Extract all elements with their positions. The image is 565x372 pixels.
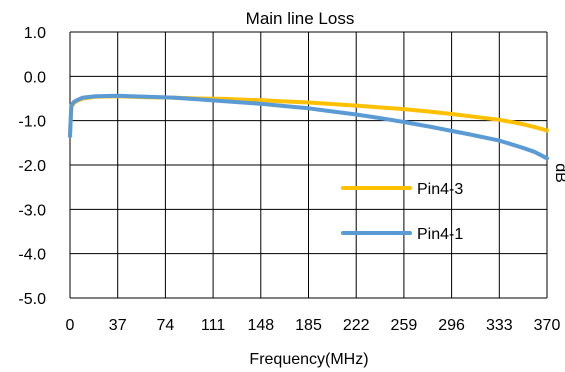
x-tick-label: 148 [247,317,274,334]
y-tick-label: -5.0 [18,291,46,308]
grid [69,31,548,299]
y-tick-label: 0.0 [24,69,46,86]
legend-label: Pin4-3 [417,181,463,198]
x-tick-label: 37 [109,317,127,334]
x-tick-label: 222 [343,317,370,334]
x-tick-label: 74 [157,317,175,334]
x-tick-label: 333 [486,317,513,334]
y-tick-label: -1.0 [18,114,46,131]
legend: Pin4-3 Pin4-1 [341,181,463,243]
x-tick-labels: 0 37 74 111 148 185 222 259 296 333 370 [66,317,561,334]
y-axis-title: dB [552,163,565,183]
x-axis-title: Frequency(MHz) [249,351,368,368]
x-tick-label: 259 [391,317,418,334]
legend-label: Pin4-1 [417,226,463,243]
y-tick-label: 1.0 [24,25,46,42]
x-tick-label: 111 [201,317,225,334]
x-tick-label: 370 [534,317,561,334]
y-tick-label: -3.0 [18,202,46,219]
x-tick-label: 185 [295,317,322,334]
y-tick-labels: 1.0 0.0 -1.0 -2.0 -3.0 -4.0 -5.0 [18,25,46,308]
x-tick-label: 0 [66,317,75,334]
chart-title: Main line Loss [246,9,355,28]
series-line-pin4-1 [68,93,549,161]
y-tick-label: -4.0 [18,247,46,264]
x-tick-label: 296 [438,317,465,334]
y-tick-label: -2.0 [18,158,46,175]
series-layer [68,93,549,161]
